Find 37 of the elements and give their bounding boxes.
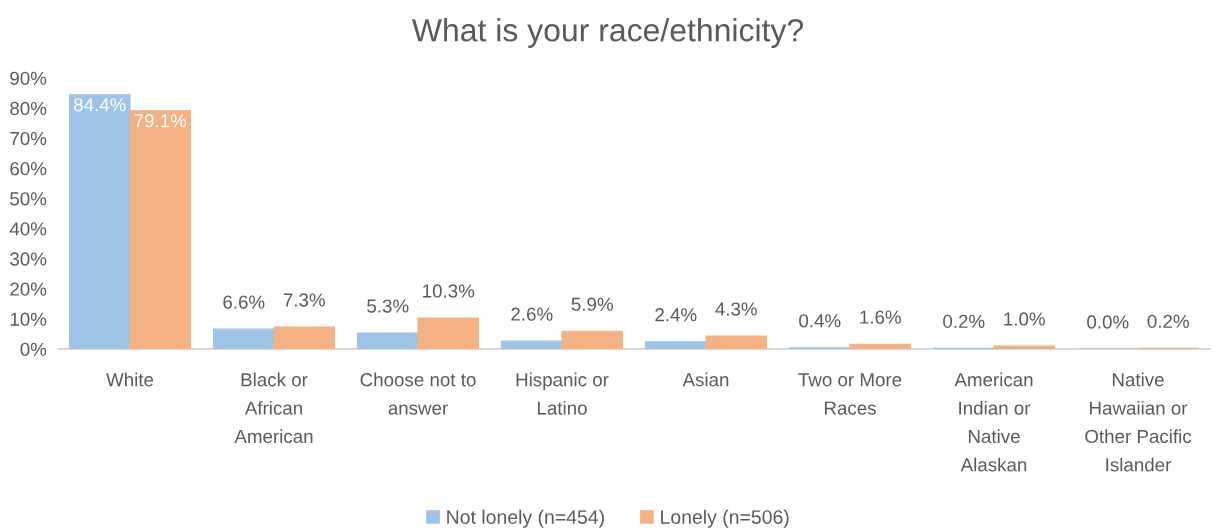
data-label: 1.0%: [1004, 312, 1045, 326]
y-tick-label: 90%: [10, 71, 47, 85]
y-tick-label: 0%: [20, 342, 47, 356]
y-tick-label: 60%: [10, 162, 47, 176]
legend-label: Not lonely (n=454): [447, 509, 604, 528]
data-label: 10.3%: [423, 284, 475, 298]
y-tick-label: 10%: [10, 312, 47, 326]
legend-label: Lonely (n=506): [661, 509, 789, 528]
data-label: 2.6%: [511, 307, 553, 321]
data-label: 84.4%: [73, 98, 126, 112]
data-label: 0.2%: [943, 314, 985, 329]
data-label: 5.9%: [571, 297, 613, 311]
x-tick-label: Choose not to answer: [360, 372, 476, 415]
x-tick-label: Native Hawaiian or Other Pacific Islander: [1085, 372, 1192, 472]
chart-title: What is your race/ethnicity?: [411, 18, 804, 48]
x-tick-label: Two or More Races: [798, 373, 902, 415]
data-label: 0.0%: [1087, 315, 1129, 329]
x-tick-label: White: [106, 372, 154, 387]
x-tick-label: Asian: [682, 372, 729, 387]
y-tick-label: 80%: [10, 101, 47, 116]
data-label: 1.6%: [860, 310, 901, 324]
data-label: 4.3%: [715, 302, 757, 316]
data-label: 2.4%: [655, 308, 697, 322]
data-label: 0.4%: [799, 314, 841, 328]
data-label: 0.2%: [1147, 314, 1189, 329]
data-label: 79.1%: [134, 114, 187, 128]
data-label: 7.3%: [283, 293, 325, 307]
y-tick-label: 70%: [10, 131, 47, 146]
y-tick-label: 40%: [9, 222, 47, 236]
x-tick-label: American Indian or Native Alaskan: [954, 372, 1033, 472]
x-tick-label: Hispanic or Latino: [516, 372, 609, 415]
y-tick-label: 30%: [10, 252, 47, 266]
data-label: 5.3%: [367, 299, 409, 313]
y-tick-label: 20%: [10, 282, 47, 296]
y-tick-label: 50%: [10, 192, 47, 206]
x-tick-label: Black or African American: [234, 372, 313, 444]
data-label: 6.6%: [223, 295, 265, 309]
